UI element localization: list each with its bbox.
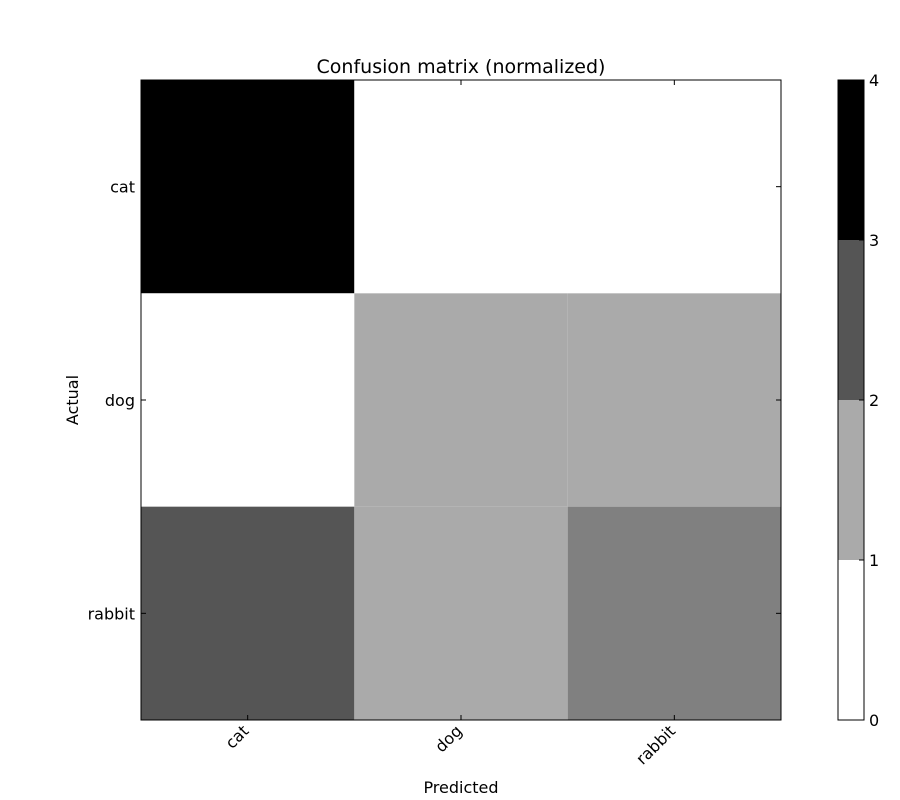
- colorbar-segment: [838, 80, 864, 240]
- y-axis-label: Actual: [63, 375, 82, 425]
- colorbar-tick-label: 3: [869, 231, 879, 250]
- x-tick-label-rabbit: rabbit: [632, 721, 679, 768]
- heatmap-cells: [141, 80, 781, 720]
- y-tick-labels: cat dog rabbit: [88, 178, 135, 624]
- x-tick-labels: cat dog rabbit: [221, 721, 679, 768]
- heatmap-cell-rabbit-cat: [141, 506, 355, 720]
- heatmap-cell-rabbit-rabbit: [567, 506, 781, 720]
- colorbar-segment: [838, 560, 864, 720]
- y-tick-label-dog: dog: [105, 391, 135, 410]
- colorbar-tick-label: 4: [869, 71, 879, 90]
- colorbar-tick-label: 1: [869, 551, 879, 570]
- heatmap-cell-cat-cat: [141, 80, 355, 294]
- x-tick-label-dog: dog: [431, 721, 466, 756]
- y-tick-label-rabbit: rabbit: [88, 604, 135, 623]
- colorbar-tick-label: 2: [869, 391, 879, 410]
- x-axis-label: Predicted: [423, 778, 498, 797]
- colorbar: 0 1 2 3 4: [837, 71, 879, 730]
- heatmap-cell-cat-dog: [354, 80, 568, 294]
- heatmap-cell-cat-rabbit: [567, 80, 781, 294]
- heatmap-cell-dog-rabbit: [567, 293, 781, 507]
- heatmap-cell-rabbit-dog: [354, 506, 568, 720]
- axis-ticks: [141, 80, 781, 720]
- x-tick-label-cat: cat: [221, 721, 252, 752]
- colorbar-segment: [838, 400, 864, 560]
- y-tick-label-cat: cat: [110, 178, 135, 197]
- colorbar-segment: [838, 240, 864, 400]
- colorbar-tick-label: 0: [869, 711, 879, 730]
- heatmap-cell-dog-dog: [354, 293, 568, 507]
- chart-title: Confusion matrix (normalized): [317, 56, 606, 78]
- heatmap-cell-dog-cat: [141, 293, 355, 507]
